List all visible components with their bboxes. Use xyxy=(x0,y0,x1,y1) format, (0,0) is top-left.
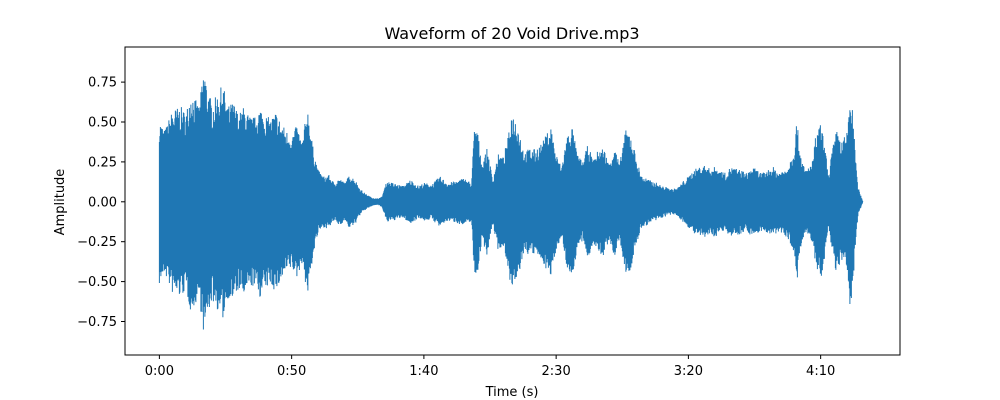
x-tick-label: 2:30 xyxy=(542,364,571,379)
x-tick-label: 0:00 xyxy=(145,364,174,379)
plot-area xyxy=(158,80,864,330)
y-axis-label: Amplitude xyxy=(53,169,68,236)
y-tick-label: −0.75 xyxy=(77,315,117,330)
chart-title: Waveform of 20 Void Drive.mp3 xyxy=(384,24,639,43)
x-tick-label: 1:40 xyxy=(409,364,438,379)
y-axis: 0.75 0.50 0.25 0.00 −0.25 −0.50 −0.75 xyxy=(77,76,125,330)
x-tick-label: 0:50 xyxy=(277,364,306,379)
x-tick-label: 3:20 xyxy=(674,364,703,379)
y-tick-label: −0.25 xyxy=(77,235,117,250)
y-tick-label: 0.50 xyxy=(88,116,117,131)
y-tick-label: −0.50 xyxy=(77,275,117,290)
plot-frame xyxy=(124,46,901,356)
waveform-series xyxy=(158,80,864,330)
y-tick-label: 0.25 xyxy=(88,155,117,170)
x-axis-label: Time (s) xyxy=(485,385,539,400)
x-tick-label: 4:10 xyxy=(806,364,835,379)
x-axis: 0:00 0:50 1:40 2:30 3:20 4:10 xyxy=(145,355,835,379)
y-tick-label: 0.00 xyxy=(88,195,117,210)
y-tick-label: 0.75 xyxy=(88,76,117,91)
